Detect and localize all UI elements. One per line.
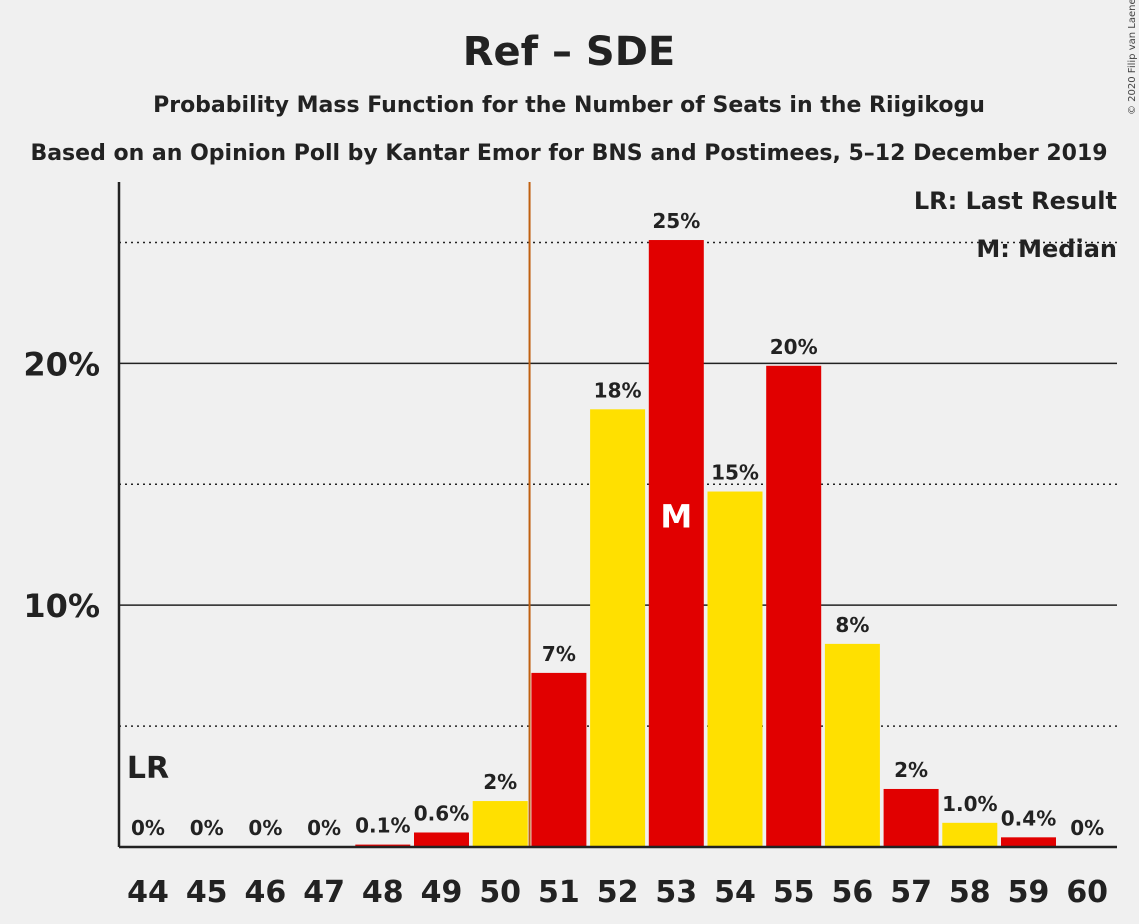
data-label-59: 0.4%	[1001, 806, 1056, 830]
x-tick-label-48: 48	[362, 875, 404, 910]
axes	[117, 182, 1117, 849]
chart-subtitle: Probability Mass Function for the Number…	[153, 93, 985, 118]
median-marker: M	[660, 498, 692, 536]
data-label-46: 0%	[248, 816, 282, 840]
data-label-60: 0%	[1070, 816, 1104, 840]
legend-last-result: LR: Last Result	[914, 187, 1117, 215]
last-result-marker: LR	[127, 751, 169, 786]
y-tick-label: 10%	[23, 587, 100, 625]
x-tick-label-54: 54	[714, 875, 756, 910]
data-label-45: 0%	[190, 816, 224, 840]
x-tick-label-56: 56	[832, 875, 874, 910]
data-label-57: 2%	[894, 758, 928, 782]
data-label-49: 0.6%	[414, 801, 469, 825]
x-tick-label-51: 51	[538, 875, 580, 910]
bar-58	[942, 822, 998, 847]
bar-56	[824, 643, 880, 847]
bar-52	[590, 409, 646, 847]
x-tick-label-53: 53	[655, 875, 697, 910]
legend-median: M: Median	[976, 235, 1117, 263]
x-tick-label-47: 47	[303, 875, 345, 910]
bar-49	[414, 832, 469, 847]
copyright-text: © 2020 Filip van Laenen	[1127, 0, 1138, 115]
bar-59	[1001, 837, 1056, 847]
x-tick-label-59: 59	[1008, 875, 1050, 910]
data-label-52: 18%	[594, 378, 642, 402]
bar-53	[648, 240, 704, 847]
data-label-48: 0.1%	[355, 814, 410, 838]
data-labels: 0% 44 0% 45 0% 46 0% 47 0.1% 48 0.6% 49 2% 50 7% 51 18% 5…	[127, 182, 1108, 910]
data-label-56: 8%	[835, 613, 869, 637]
x-tick-label-44: 44	[127, 875, 169, 910]
bars	[355, 240, 1056, 847]
x-tick-label-52: 52	[597, 875, 639, 910]
bar-51	[531, 672, 587, 847]
x-tick-label-50: 50	[479, 875, 521, 910]
x-tick-label-57: 57	[890, 875, 932, 910]
data-label-53: 25%	[652, 209, 700, 233]
data-label-44: 0%	[131, 816, 165, 840]
data-label-51: 7%	[542, 642, 576, 666]
bar-55	[766, 365, 822, 847]
data-label-58: 1.0%	[942, 792, 997, 816]
chart-subtitle-2: Based on an Opinion Poll by Kantar Emor …	[30, 141, 1107, 166]
bar-50	[472, 801, 528, 847]
x-tick-label-46: 46	[245, 875, 287, 910]
y-tick-label: 20%	[23, 345, 100, 383]
data-label-47: 0%	[307, 816, 341, 840]
chart-title: Ref – SDE	[463, 29, 676, 75]
data-label-55: 20%	[770, 335, 818, 359]
x-tick-label-58: 58	[949, 875, 991, 910]
data-label-54: 15%	[711, 461, 759, 485]
x-tick-label-45: 45	[186, 875, 228, 910]
bar-57	[883, 788, 939, 847]
bar-54	[707, 491, 763, 847]
data-label-50: 2%	[483, 770, 517, 794]
x-tick-label-49: 49	[421, 875, 463, 910]
x-tick-label-55: 55	[773, 875, 815, 910]
x-tick-label-60: 60	[1066, 875, 1108, 910]
